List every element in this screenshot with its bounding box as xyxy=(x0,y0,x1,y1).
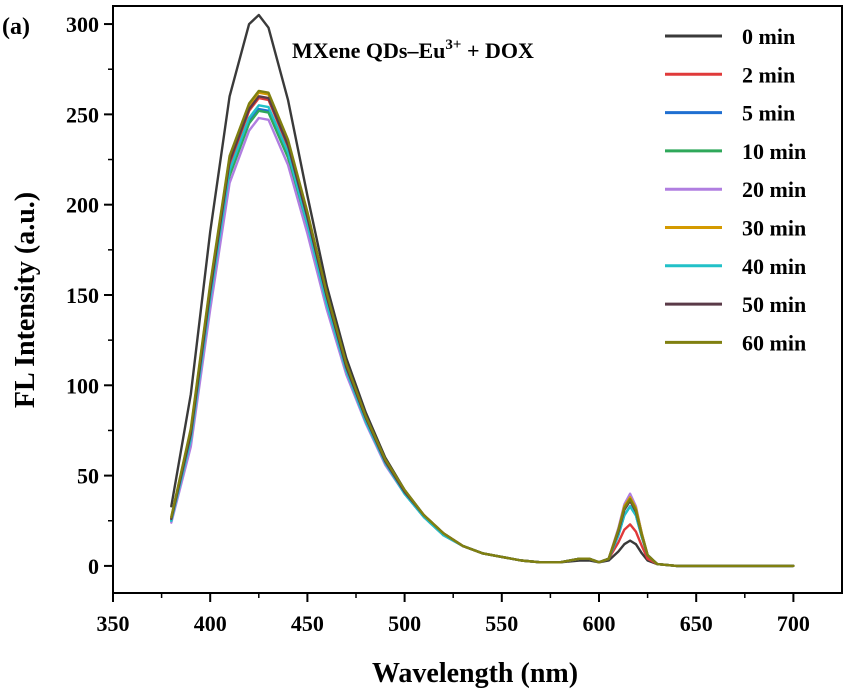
sample-annotation: MXene QDs–Eu3+ + DOX xyxy=(292,37,534,63)
legend-label-20-min: 20 min xyxy=(742,177,806,202)
x-axis-ticks: 350 400 450 500 550 600 650 700 xyxy=(97,593,810,636)
y-tick-label: 200 xyxy=(66,193,99,218)
x-tick-label: 450 xyxy=(291,611,324,636)
legend: 0 min 2 min 5 min 10 min 20 min 30 min 40 min 5… xyxy=(665,24,806,355)
y-tick-label: 150 xyxy=(66,283,99,308)
series-line-60-min xyxy=(170,89,795,568)
y-tick-label: 250 xyxy=(66,102,99,127)
x-tick-label: 700 xyxy=(777,611,810,636)
legend-label-30-min: 30 min xyxy=(742,216,806,241)
annotation-prefix: MXene QDs–Eu xyxy=(292,38,445,63)
y-tick-label: 50 xyxy=(77,464,99,489)
panel-label: (a) xyxy=(2,14,30,40)
x-tick-label: 350 xyxy=(97,611,130,636)
x-axis-title: Wavelength (nm) xyxy=(372,658,578,689)
x-tick-label: 500 xyxy=(388,611,421,636)
legend-label-5-min: 5 min xyxy=(742,101,795,126)
legend-label-60-min: 60 min xyxy=(742,330,806,355)
x-tick-label: 400 xyxy=(194,611,227,636)
x-tick-label: 600 xyxy=(583,611,616,636)
annotation-superscript: 3+ xyxy=(445,37,461,53)
legend-label-50-min: 50 min xyxy=(742,292,806,317)
x-tick-label: 550 xyxy=(485,611,518,636)
annotation-suffix: + DOX xyxy=(461,38,534,63)
y-tick-label: 100 xyxy=(66,373,99,398)
plot-frame xyxy=(112,5,843,594)
x-tick-label: 650 xyxy=(680,611,713,636)
y-axis-ticks: 0 50 100 150 200 250 300 xyxy=(66,12,113,579)
series-group xyxy=(170,13,795,568)
legend-label-10-min: 10 min xyxy=(742,139,806,164)
legend-label-0-min: 0 min xyxy=(742,24,795,49)
legend-label-2-min: 2 min xyxy=(742,62,795,87)
y-axis-title: FL Intensity (a.u.) xyxy=(10,192,41,408)
legend-label-40-min: 40 min xyxy=(742,254,806,279)
y-tick-label: 0 xyxy=(88,554,99,579)
y-tick-label: 300 xyxy=(66,12,99,37)
